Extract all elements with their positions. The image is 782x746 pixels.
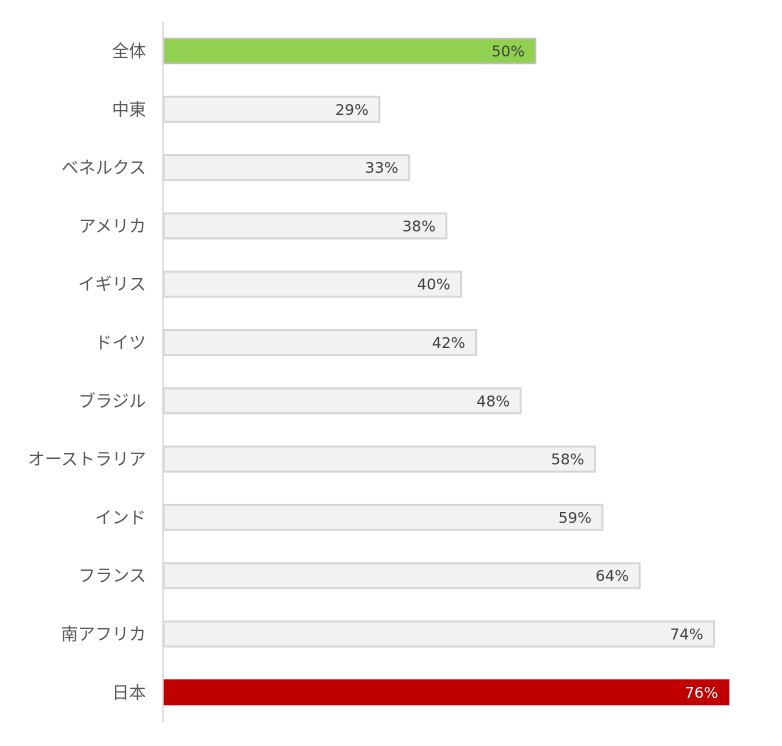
bar-8 xyxy=(162,503,604,531)
value-labels-layer: 50% 29% 33% 38% 40% 42% 48% 58% 59% 64% 74% 76% xyxy=(335,43,718,702)
category-label-0: 全体 xyxy=(112,42,146,62)
value-label-11: 76% xyxy=(685,684,718,702)
value-label-7: 58% xyxy=(551,451,584,469)
category-label-9: フランス xyxy=(78,567,146,587)
category-label-11: 日本 xyxy=(112,683,146,703)
value-label-6: 48% xyxy=(477,392,510,410)
category-label-6: ブラジル xyxy=(78,391,146,412)
bar-9 xyxy=(162,562,641,590)
bar-0 xyxy=(163,37,537,65)
bar-7 xyxy=(162,445,597,473)
bar-5 xyxy=(162,329,478,356)
category-label-3: アメリカ xyxy=(79,217,146,237)
value-label-5: 42% xyxy=(432,334,465,352)
bar-3 xyxy=(162,212,448,240)
category-label-5: ドイツ xyxy=(95,334,146,354)
value-label-0: 50% xyxy=(491,43,524,61)
value-label-4: 40% xyxy=(417,276,450,294)
category-label-1: 中東 xyxy=(112,100,146,120)
category-label-8: インド xyxy=(95,508,146,528)
category-label-10: 南アフリカ xyxy=(61,625,146,645)
category-labels-layer: 全体中東ベネルクスアメリカイギリスドイツブラジルオーストラリアインドフランス南ア… xyxy=(28,42,146,703)
value-label-8: 59% xyxy=(558,509,591,527)
category-label-7: オーストラリア xyxy=(28,450,146,470)
bar-4 xyxy=(162,270,463,298)
value-label-10: 74% xyxy=(670,626,703,644)
bar-10 xyxy=(162,620,716,648)
value-label-3: 38% xyxy=(402,217,435,235)
category-label-2: ベネルクス xyxy=(62,159,147,179)
bar-6 xyxy=(162,387,522,415)
bars-layer xyxy=(162,37,730,706)
category-label-4: イギリス xyxy=(78,275,146,295)
value-label-9: 64% xyxy=(596,567,629,585)
bar-2 xyxy=(162,154,411,182)
value-label-1: 29% xyxy=(335,101,368,119)
bar-11 xyxy=(163,679,730,706)
value-label-2: 33% xyxy=(365,159,398,177)
